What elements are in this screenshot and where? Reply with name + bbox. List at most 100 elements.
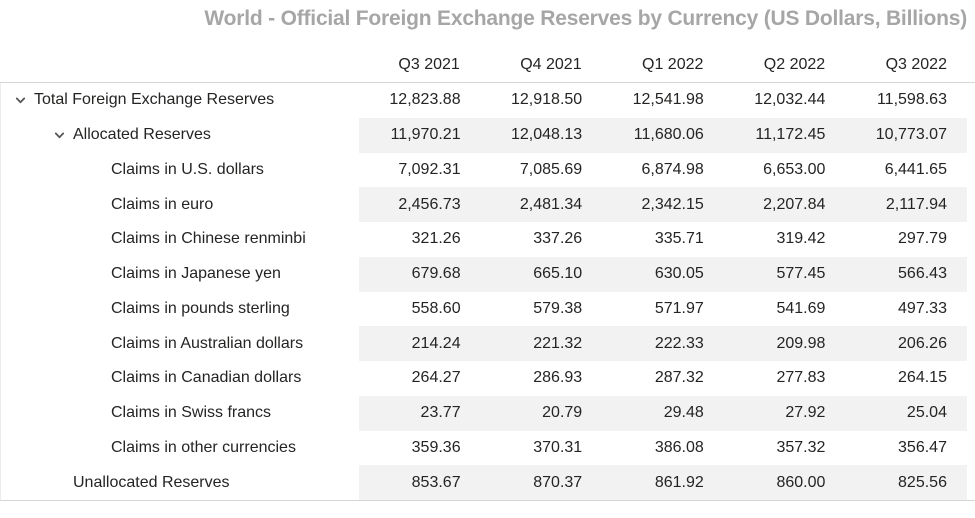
value-cell: 206.26 [898,334,947,352]
chevron-down-icon[interactable] [14,94,26,106]
row-values: 23.77 20.79 29.48 27.92 25.04 [359,395,967,431]
table-row[interactable]: Claims in U.S. dollars 7,092.31 7,085.69… [1,152,975,188]
row-label: Total Foreign Exchange Reserves [34,91,275,109]
value-cell: 20.79 [542,404,583,422]
value-cell: 2,117.94 [885,195,947,213]
column-header[interactable]: Q3 2022 [885,55,947,73]
row-header-cell: Total Foreign Exchange Reserves [1,83,359,118]
row-header-cell: Claims in Chinese renminbi [1,222,359,257]
row-values: 12,823.88 12,918.50 12,541.98 12,032.44 … [359,83,967,118]
value-cell: 541.69 [776,299,826,317]
value-cell: 2,207.84 [763,195,826,213]
value-cell: 12,048.13 [511,126,583,144]
value-cell: 321.26 [411,230,461,248]
value-cell: 566.43 [898,265,947,283]
value-cell: 12,823.88 [389,91,461,109]
value-cell: 630.05 [654,265,704,283]
value-cell: 356.47 [898,438,947,456]
value-cell: 25.04 [906,404,947,422]
value-cell: 264.27 [411,369,461,387]
row-label: Claims in pounds sterling [111,299,290,317]
row-header-cell: Allocated Reserves [1,117,359,153]
column-header[interactable]: Q4 2021 [520,55,582,73]
column-headers: Q3 2021 Q4 2021 Q1 2022 Q2 2022 Q3 2022 [358,56,967,74]
value-cell: 277.83 [776,369,826,387]
value-cell: 319.42 [776,230,826,248]
value-cell: 11,598.63 [876,91,947,109]
row-label: Claims in Australian dollars [111,334,304,352]
table-body: Total Foreign Exchange Reserves 12,823.8… [0,83,975,501]
value-cell: 853.67 [411,473,461,491]
value-cell: 12,032.44 [754,91,826,109]
value-cell: 287.32 [654,369,704,387]
row-label: Claims in Japanese yen [111,265,281,283]
value-cell: 370.31 [533,438,583,456]
column-header[interactable]: Q3 2021 [398,55,460,73]
row-label: Claims in other currencies [111,438,296,456]
value-cell: 6,441.65 [884,160,947,178]
value-cell: 2,342.15 [641,195,704,213]
table-row[interactable]: Claims in Chinese renminbi 321.26 337.26… [1,222,975,257]
table-row[interactable]: Claims in other currencies 359.36 370.31… [1,430,975,466]
table-title: World - Official Foreign Exchange Reserv… [204,7,967,30]
row-values: 321.26 337.26 335.71 319.42 297.79 [359,222,967,257]
table-row[interactable]: Allocated Reserves 11,970.21 12,048.13 1… [1,117,975,153]
table-row[interactable]: Claims in Canadian dollars 264.27 286.93… [1,361,975,396]
value-cell: 10,773.07 [875,126,947,144]
row-values: 853.67 870.37 861.92 860.00 825.56 [359,465,967,500]
value-cell: 264.15 [898,369,947,387]
row-header-cell: Claims in Canadian dollars [1,361,359,396]
row-values: 214.24 221.32 222.33 209.98 206.26 [359,326,967,361]
table-row[interactable]: Unallocated Reserves 853.67 870.37 861.9… [1,465,975,500]
value-cell: 579.38 [533,299,583,317]
row-label: Allocated Reserves [73,126,211,144]
row-header-cell: Claims in U.S. dollars [1,152,359,188]
value-cell: 357.32 [776,438,826,456]
value-cell: 870.37 [533,473,583,491]
column-header[interactable]: Q1 2022 [642,55,704,73]
value-cell: 297.79 [898,230,947,248]
column-header[interactable]: Q2 2022 [763,55,826,73]
value-cell: 860.00 [776,473,826,491]
value-cell: 679.68 [411,265,461,283]
value-cell: 7,085.69 [519,160,583,178]
row-values: 7,092.31 7,085.69 6,874.98 6,653.00 6,44… [359,153,967,188]
row-label: Claims in Chinese renminbi [111,230,306,248]
value-cell: 11,970.21 [390,126,461,144]
table-row[interactable]: Claims in Japanese yen 679.68 665.10 630… [1,256,975,292]
row-values: 2,456.73 2,481.34 2,342.15 2,207.84 2,11… [359,187,967,222]
row-label: Claims in U.S. dollars [111,160,264,178]
column-header-row: Q3 2021 Q4 2021 Q1 2022 Q2 2022 Q3 2022 [0,47,975,83]
row-header-cell: Claims in other currencies [1,430,359,466]
value-cell: 577.45 [776,265,826,283]
value-cell: 861.92 [654,473,704,491]
value-cell: 214.24 [411,334,461,352]
value-cell: 11,680.06 [633,126,704,144]
table-row[interactable]: Claims in pounds sterling 558.60 579.38 … [1,291,975,327]
row-header-cell: Claims in Swiss francs [1,395,359,431]
row-values: 264.27 286.93 287.32 277.83 264.15 [359,361,967,396]
table-row[interactable]: Claims in Australian dollars 214.24 221.… [1,326,975,361]
row-header-cell: Claims in pounds sterling [1,291,359,327]
value-cell: 209.98 [776,334,826,352]
value-cell: 6,874.98 [641,160,704,178]
row-header-cell: Claims in Australian dollars [1,326,359,361]
row-label: Unallocated Reserves [73,473,230,491]
value-cell: 12,541.98 [632,91,704,109]
table-row[interactable]: Claims in Swiss francs 23.77 20.79 29.48… [1,395,975,431]
value-cell: 359.36 [411,438,461,456]
table-row[interactable]: Claims in euro 2,456.73 2,481.34 2,342.1… [1,187,975,222]
value-cell: 6,653.00 [763,160,826,178]
value-cell: 2,481.34 [519,195,583,213]
value-cell: 335.71 [654,230,704,248]
value-cell: 11,172.45 [755,126,826,144]
table-row[interactable]: Total Foreign Exchange Reserves 12,823.8… [1,83,975,118]
chevron-down-icon[interactable] [53,129,65,141]
value-cell: 337.26 [533,230,583,248]
value-cell: 29.48 [663,404,704,422]
row-header-cell: Claims in euro [1,187,359,222]
row-values: 359.36 370.31 386.08 357.32 356.47 [359,431,967,466]
row-values: 679.68 665.10 630.05 577.45 566.43 [359,256,967,292]
row-label: Claims in euro [111,195,214,213]
